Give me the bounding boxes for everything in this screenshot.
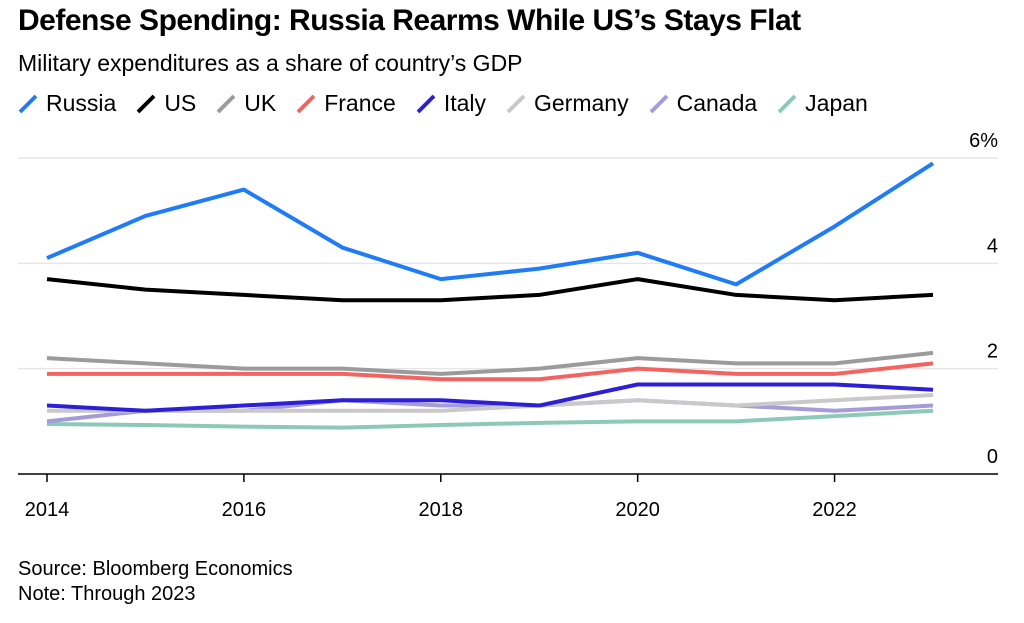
x-tick-label: 2014: [25, 499, 70, 521]
x-tick-label: 2020: [615, 499, 660, 521]
series-line-france: [47, 361, 934, 382]
legend-swatch: [777, 94, 797, 113]
legend-label: US: [164, 90, 197, 116]
x-tick-label: 2022: [812, 499, 857, 521]
legend-swatch-line: [136, 94, 156, 113]
legend-label: Russia: [46, 90, 117, 116]
legend-swatch: [506, 94, 526, 113]
legend-swatch: [216, 94, 236, 113]
chart-subtitle: Military expenditures as a share of coun…: [18, 50, 523, 76]
legend-item-japan: Japan: [777, 90, 868, 117]
x-tick-label: 2018: [419, 499, 464, 521]
legend-swatch-line: [216, 94, 236, 113]
y-tick-label: 2: [987, 341, 998, 363]
legend-item-canada: Canada: [649, 90, 758, 117]
series-line-japan: [46, 408, 934, 430]
series-line-russia: [46, 161, 935, 287]
series-line-germany: [47, 393, 934, 413]
legend-item-italy: Italy: [416, 90, 486, 117]
legend-swatch-line: [506, 94, 526, 113]
legend-swatch: [649, 94, 669, 113]
legend-swatch: [416, 94, 436, 113]
series-line-uk: [46, 350, 934, 376]
x-tick-label: 2016: [222, 499, 267, 521]
legend-swatch-line: [416, 94, 436, 113]
legend-label: UK: [244, 90, 277, 116]
source-note: Source: Bloomberg Economics: [18, 558, 293, 580]
legend-label: France: [324, 90, 396, 116]
legend: Russia US UK France Italy Germany Canada Japan: [18, 90, 868, 117]
legend-swatch-line: [18, 94, 38, 113]
legend-label: Canada: [676, 90, 758, 116]
legend-label: Japan: [805, 90, 868, 116]
legend-swatch: [136, 94, 156, 113]
y-tick-label: 4: [987, 235, 998, 257]
legend-item-us: US: [136, 90, 196, 117]
legend-item-france: France: [296, 90, 396, 117]
legend-swatch: [18, 94, 38, 113]
legend-label: Italy: [443, 90, 486, 116]
legend-item-germany: Germany: [506, 90, 629, 117]
legend-swatch-line: [777, 94, 797, 113]
legend-swatch-line: [649, 94, 669, 113]
legend-item-russia: Russia: [18, 90, 116, 117]
series-line-italy: [46, 382, 934, 413]
legend-swatch: [296, 94, 316, 113]
footnote: Note: Through 2023: [18, 583, 196, 605]
legend-label: Germany: [534, 90, 629, 116]
y-tick-label: 0: [987, 446, 998, 468]
legend-item-uk: UK: [216, 90, 276, 117]
series-line-us: [46, 277, 934, 303]
chart-title: Defense Spending: Russia Rearms While US…: [18, 4, 801, 37]
legend-swatch-line: [296, 94, 316, 113]
y-tick-label: 6%: [969, 130, 998, 152]
chart-footer: Source: Bloomberg Economics Note: Throug…: [18, 557, 293, 607]
